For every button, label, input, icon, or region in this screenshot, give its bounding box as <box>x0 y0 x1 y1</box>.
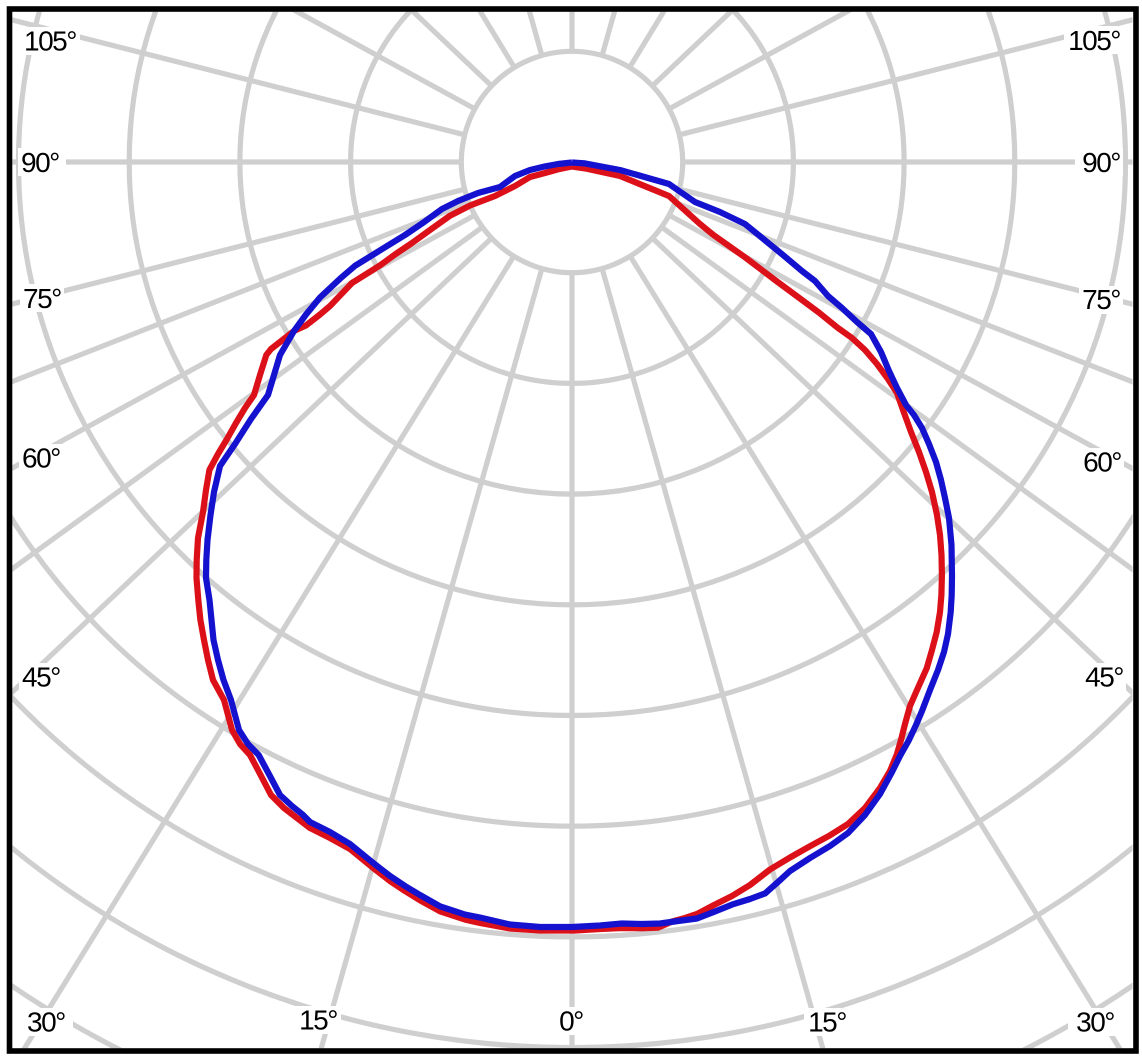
svg-text:75°: 75° <box>23 283 61 314</box>
svg-text:0°: 0° <box>559 1006 583 1037</box>
svg-text:75°: 75° <box>1082 284 1120 315</box>
svg-text:90°: 90° <box>1082 147 1120 178</box>
svg-text:30°: 30° <box>1076 1007 1114 1038</box>
svg-text:45°: 45° <box>22 662 60 693</box>
svg-text:60°: 60° <box>22 443 60 474</box>
svg-text:60°: 60° <box>1083 447 1121 478</box>
svg-text:30°: 30° <box>27 1007 65 1038</box>
svg-text:90°: 90° <box>21 147 59 178</box>
svg-text:105°: 105° <box>1068 25 1120 56</box>
svg-text:15°: 15° <box>299 1005 337 1036</box>
svg-text:45°: 45° <box>1085 662 1123 693</box>
svg-text:15°: 15° <box>808 1007 846 1038</box>
svg-text:105°: 105° <box>24 26 76 57</box>
